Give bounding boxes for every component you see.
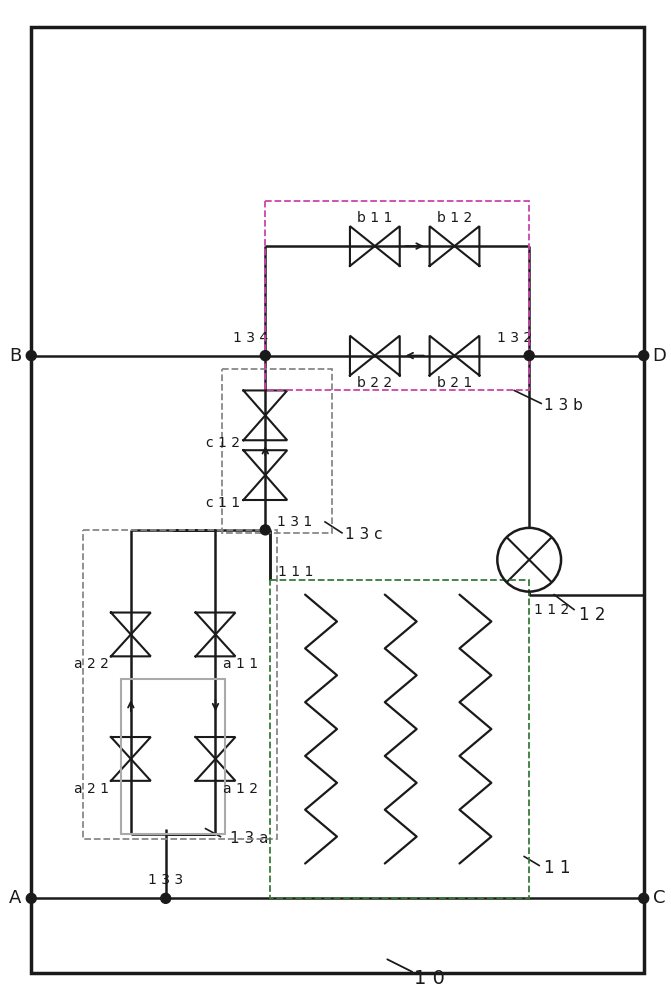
Text: 1 3 3: 1 3 3 <box>148 873 183 887</box>
Circle shape <box>161 893 170 903</box>
Text: 1 1 1: 1 1 1 <box>278 565 313 579</box>
Bar <box>270 580 529 898</box>
Text: b 2 2: b 2 2 <box>357 376 393 390</box>
Text: A: A <box>9 889 21 907</box>
Circle shape <box>524 351 534 361</box>
Circle shape <box>26 893 36 903</box>
Text: 1 1: 1 1 <box>544 859 570 877</box>
Text: B: B <box>9 347 21 365</box>
Text: c 1 2: c 1 2 <box>207 436 240 450</box>
Text: b 1 2: b 1 2 <box>437 211 472 225</box>
Text: a 2 2: a 2 2 <box>74 657 109 671</box>
Text: 1 3 1: 1 3 1 <box>277 515 313 529</box>
Text: 1 3 4: 1 3 4 <box>233 331 268 345</box>
Text: 1 3 a: 1 3 a <box>230 831 269 846</box>
Text: 1 1 2: 1 1 2 <box>534 603 570 617</box>
Text: c 1 1: c 1 1 <box>206 496 240 510</box>
Text: a 2 1: a 2 1 <box>74 782 109 796</box>
Text: b 1 1: b 1 1 <box>357 211 393 225</box>
Text: 1 3 b: 1 3 b <box>544 398 583 413</box>
Text: 1 3 c: 1 3 c <box>345 527 382 542</box>
Bar <box>83 530 277 839</box>
Circle shape <box>26 351 36 361</box>
Text: 1 2: 1 2 <box>579 606 605 624</box>
Bar <box>223 369 332 533</box>
Text: 1 0: 1 0 <box>414 969 445 988</box>
Circle shape <box>639 893 649 903</box>
Text: a 1 2: a 1 2 <box>223 782 258 796</box>
Circle shape <box>639 351 649 361</box>
Text: a 1 1: a 1 1 <box>223 657 258 671</box>
Bar <box>265 201 529 390</box>
Text: C: C <box>654 889 666 907</box>
Text: 1 3 2: 1 3 2 <box>497 331 532 345</box>
Text: D: D <box>653 347 666 365</box>
Circle shape <box>260 525 270 535</box>
Text: b 2 1: b 2 1 <box>437 376 472 390</box>
Bar <box>121 679 225 834</box>
Circle shape <box>260 351 270 361</box>
